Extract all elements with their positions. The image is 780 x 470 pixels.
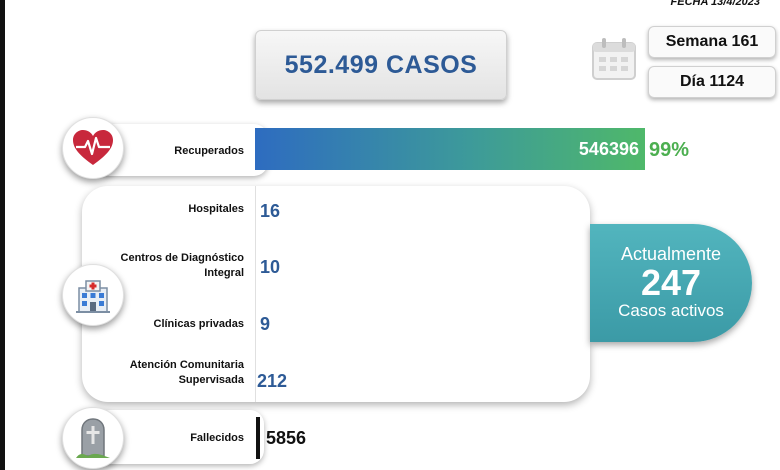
row-label-acs: Atención Comunitaria Supervisada (120, 358, 244, 388)
active-cases-panel (82, 186, 590, 402)
hospital-icon (62, 264, 124, 326)
active-cases-summary: Actualmente 247 Casos activos (590, 224, 752, 342)
recovered-value: 546396 (578, 138, 639, 159)
row-value-hospitales: 16 (260, 201, 281, 221)
heart-pulse-icon (62, 117, 124, 179)
row-value-acs: 212 (257, 371, 288, 391)
calendar-icon (590, 36, 638, 82)
recovered-label: Recuperados (174, 145, 244, 157)
total-cases-text: 552.499 CASOS (284, 50, 478, 79)
row-label-acs-text: Atención Comunitaria Supervisada (129, 359, 244, 386)
active-summary-bottom: Casos activos (618, 301, 724, 320)
tombstone-icon (62, 407, 124, 469)
active-summary-top: Actualmente (620, 244, 722, 264)
recovered-bar: 546396 (255, 128, 645, 170)
deaths-bar (256, 417, 260, 459)
deaths-panel (96, 410, 264, 464)
left-edge-rule (0, 0, 5, 470)
recovered-panel (96, 124, 268, 176)
day-badge: Día 1124 (648, 66, 776, 98)
total-cases-box: 552.499 CASOS (255, 30, 507, 100)
deaths-label: Fallecidos (190, 432, 244, 444)
row-label-hospitales: Hospitales (188, 203, 244, 215)
row-label-clinicas: Clínicas privadas (153, 318, 245, 330)
panel-divider (255, 186, 256, 402)
row-label-cdi-text: Centros de Diagnóstico Integral (120, 252, 244, 279)
row-label-cdi: Centros de Diagnóstico Integral (120, 251, 244, 281)
recovered-percent: 99% (649, 139, 690, 161)
row-value-cdi: 10 (260, 257, 281, 277)
date-label: FECHA 13/4/2023 (670, 0, 760, 8)
row-value-clinicas: 9 (260, 314, 271, 334)
deaths-value: 5856 (266, 428, 307, 448)
week-badge: Semana 161 (648, 26, 776, 58)
active-summary-value: 247 (640, 262, 702, 303)
